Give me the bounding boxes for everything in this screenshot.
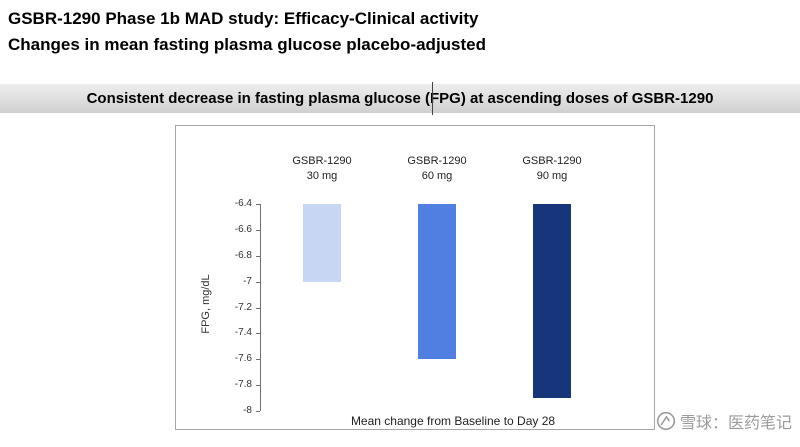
y-tick-mark <box>256 333 260 335</box>
y-tick-mark <box>256 385 260 387</box>
y-tick-label: -7 <box>243 275 252 287</box>
banner: Consistent decrease in fasting plasma gl… <box>0 82 800 115</box>
xueqiu-logo-icon <box>656 411 676 431</box>
y-tick-mark <box>256 359 260 361</box>
y-tick-mark <box>256 281 260 283</box>
y-axis-title: FPG, mg/dL <box>200 274 212 334</box>
y-tick-label: -7.2 <box>234 301 252 313</box>
y-tick-label: -8 <box>243 405 252 416</box>
y-tick-label: -6.4 <box>234 198 252 209</box>
fpg-bar-chart: FPG, mg/dL Mean change from Baseline to … <box>175 125 655 430</box>
bar-group-label: GSBR-1290 30 mg <box>292 155 352 182</box>
y-tick-label: -6.6 <box>234 223 252 235</box>
page-title: GSBR-1290 Phase 1b MAD study: Efficacy-C… <box>8 6 486 58</box>
y-tick-label: -6.8 <box>234 249 252 261</box>
title-line-2: Changes in mean fasting plasma glucose p… <box>8 35 487 54</box>
y-axis-line <box>260 204 261 411</box>
bar-group-label: GSBR-1290 90 mg <box>522 155 582 182</box>
y-tick-mark <box>256 229 260 231</box>
y-tick-label: -7.6 <box>234 353 252 365</box>
bar-group-label: GSBR-1290 60 mg <box>407 155 467 182</box>
y-tick-mark <box>256 411 260 412</box>
y-tick-mark <box>256 255 260 257</box>
y-tick-mark <box>256 307 260 309</box>
bar-90mg <box>533 204 571 399</box>
y-tick-mark <box>256 204 260 205</box>
watermark-text: 雪球：医药笔记 <box>679 415 792 432</box>
title-line-1: GSBR-1290 Phase 1b MAD study: Efficacy-C… <box>8 9 479 28</box>
watermark: 雪球：医药笔记 <box>656 409 792 433</box>
bar-60mg <box>418 204 456 360</box>
y-tick-label: -7.4 <box>234 327 252 339</box>
text-cursor-line <box>432 82 433 115</box>
banner-text: Consistent decrease in fasting plasma gl… <box>86 90 714 107</box>
bar-30mg <box>303 204 341 282</box>
y-tick-label: -7.8 <box>234 379 252 391</box>
x-axis-caption: Mean change from Baseline to Day 28 <box>350 414 556 428</box>
